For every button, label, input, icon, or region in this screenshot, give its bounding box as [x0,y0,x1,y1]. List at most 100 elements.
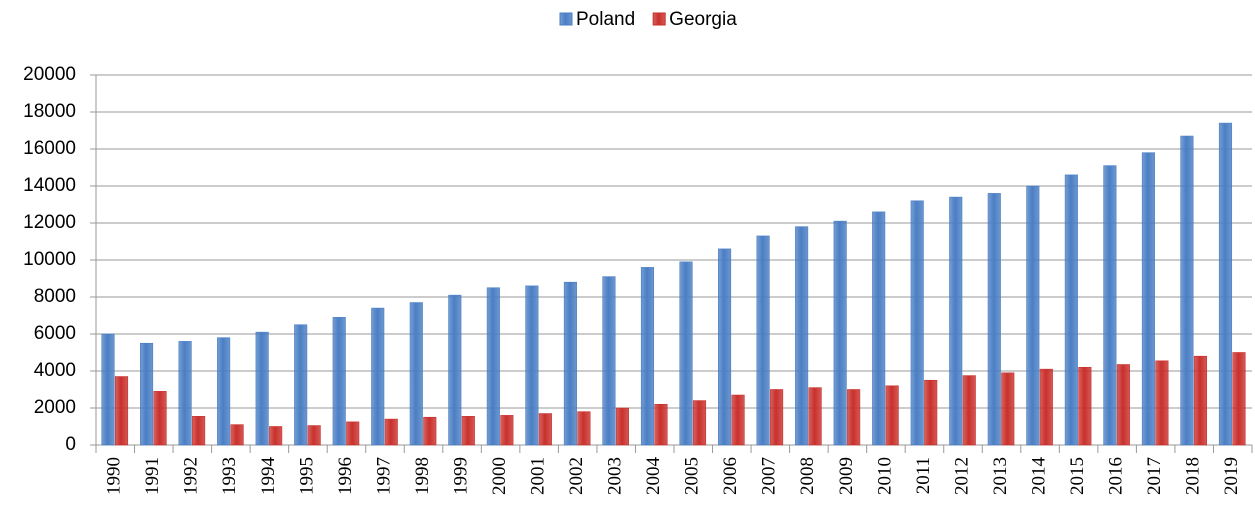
bar [602,276,616,446]
bar [679,261,693,446]
y-tick-label: 12000 [23,212,76,233]
bar [692,400,707,446]
y-tick-label: 14000 [23,175,76,196]
bar [332,317,346,446]
bar [833,220,847,446]
bar [307,425,321,446]
legend-label: Georgia [669,9,737,30]
x-tick-label: 1992 [181,457,202,495]
legend-swatch [652,12,666,26]
bar [101,333,115,446]
bar [1103,165,1117,446]
y-tick-label: 4000 [34,360,76,381]
x-tick-label: 2012 [951,457,972,495]
x-tick-label: 2007 [759,457,780,495]
bar [538,413,552,446]
bar [872,211,886,446]
bar [1141,152,1155,446]
bar [448,294,462,446]
bar [1116,364,1130,446]
legend-label: Poland [576,9,635,30]
bar [756,235,770,446]
bar [1039,368,1053,446]
bar [654,403,668,446]
bar [563,281,577,446]
bar [717,248,732,446]
bar [1064,174,1078,446]
x-tick-label: 2013 [990,457,1011,495]
y-tick-label: 16000 [23,138,76,159]
bar [346,421,360,446]
bar [949,196,963,446]
bar [640,267,655,446]
x-tick-label: 2004 [643,457,664,496]
y-tick-label: 0 [65,434,76,455]
bar [423,416,437,446]
bar [731,394,745,446]
x-tick-label: 2011 [913,457,934,494]
x-tick-label: 1996 [335,457,356,495]
bar [384,418,398,446]
y-tick-label: 2000 [34,397,76,418]
x-tick-label: 2017 [1144,457,1165,495]
x-tick-label: 2005 [682,457,703,495]
bar [1232,352,1246,446]
y-tick-label: 20000 [23,64,76,85]
bar [217,337,231,446]
x-tick-label: 1998 [412,457,433,495]
bar [987,193,1001,446]
x-tick-label: 2014 [1028,457,1049,496]
bar [178,341,192,446]
bar [577,411,591,446]
x-tick-label: 1990 [104,457,125,495]
bar [1218,122,1233,446]
bar [1180,135,1194,446]
y-tick-label: 6000 [34,323,76,344]
bar [962,375,976,446]
bar [500,415,514,446]
bar [1078,366,1092,446]
bar [1193,355,1207,446]
bar [1026,185,1040,446]
y-tick-label: 10000 [23,249,76,270]
bar [486,287,500,446]
bar [924,379,938,446]
x-tick-label: 1999 [450,457,471,495]
bar [910,200,924,446]
x-tick-label: 2003 [605,457,626,495]
x-tick-label: 2006 [720,457,741,495]
bar [371,307,385,446]
bar [461,416,475,446]
bar [808,387,822,446]
bar [1155,360,1169,446]
x-tick-label: 2010 [874,457,895,495]
bar [795,226,809,446]
x-tick-label: 1995 [296,457,317,495]
bar [255,331,269,446]
x-tick-label: 2015 [1067,457,1088,495]
x-tick-label: 1994 [258,457,279,496]
x-tick-label: 2001 [527,457,548,495]
x-tick-label: 2008 [797,457,818,495]
legend-swatch [559,12,573,26]
bar [230,424,244,446]
bar [847,389,861,446]
bar [269,426,283,446]
x-tick-label: 2009 [836,457,857,495]
y-tick-label: 18000 [23,101,76,122]
bar [615,407,630,446]
bar [770,389,784,446]
x-tick-label: 1993 [219,457,240,495]
x-tick-label: 1997 [373,457,394,495]
x-tick-label: 2018 [1183,457,1204,495]
x-tick-label: 2002 [566,457,587,495]
x-tick-label: 2019 [1221,457,1242,495]
bar [114,376,129,446]
x-tick-label: 2016 [1105,457,1126,495]
bar [140,342,154,446]
bar [153,391,167,446]
x-tick-label: 2000 [489,457,510,495]
bar [294,324,308,446]
bar [885,385,899,446]
